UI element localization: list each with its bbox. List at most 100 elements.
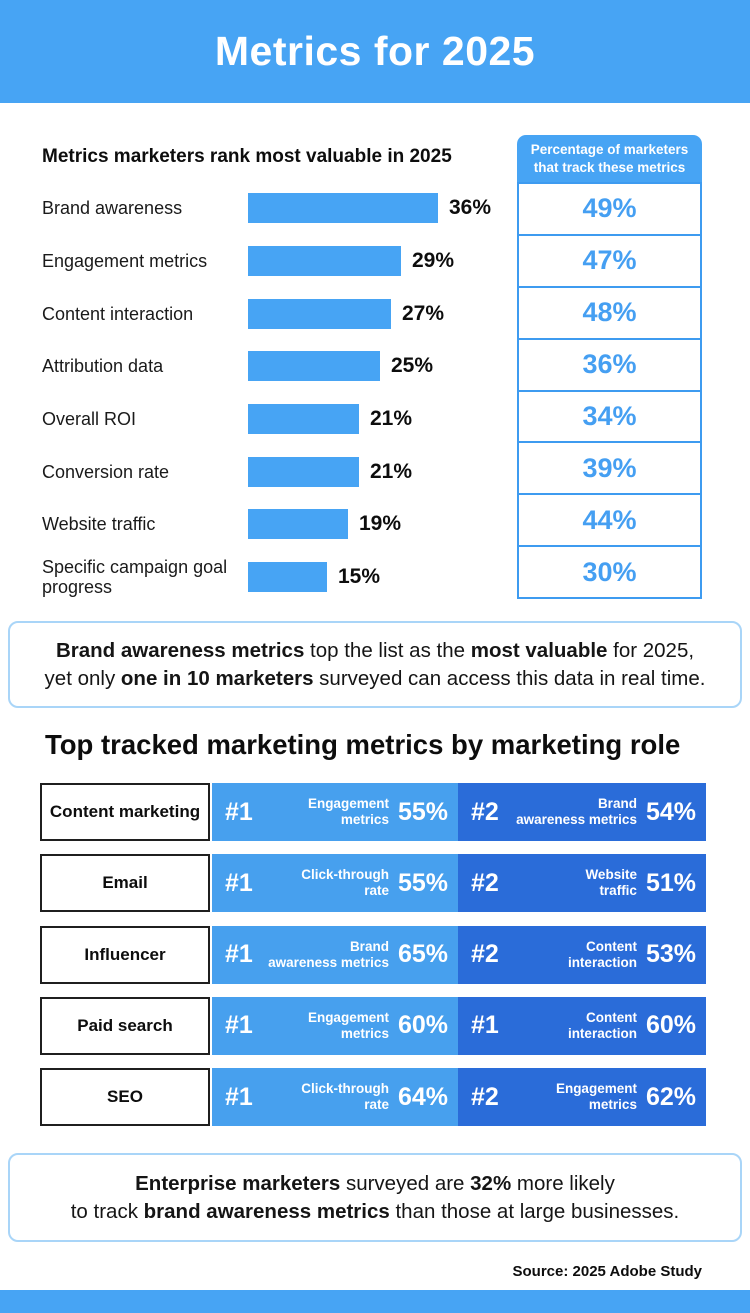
rank-badge: #1 [225,1011,253,1040]
bar-row: Conversion rate 21% [42,445,512,498]
callout-line: yet only one in 10 marketers surveyed ca… [45,665,706,692]
callout-text: yet only [44,666,121,690]
bar [248,562,327,593]
metric-name-line: metrics [340,812,389,827]
bar [248,193,438,224]
bar-row: Engagement metrics 29% [42,235,512,288]
second-metric-cell: #2 Brand awareness metrics 54% [458,783,706,841]
rank-badge: #1 [225,797,253,826]
role-label: SEO [40,1068,210,1127]
metric-percentage: 60% [645,1011,696,1040]
bar-category-label: Website traffic [42,514,156,535]
role-label: Influencer [40,925,210,984]
metric-name-line: Brand [349,938,389,954]
callout-bold-text: most valuable [470,639,608,663]
metric-name-line: traffic [599,883,637,899]
tracking-column-header: Percentage of marketers that track these… [517,135,702,182]
bar [248,298,391,329]
metric-name-line: rate [364,1097,389,1113]
header-banner: Metrics for 2025 [0,0,750,103]
callout-text: for 2025, [607,639,695,663]
second-metric-cell: #2 Website traffic 51% [458,854,706,913]
callout-bold-text: brand awareness metrics [143,1199,390,1223]
rank-badge: #1 [225,1082,253,1111]
metric-name-line: rate [364,883,389,899]
bar-category-label: Specific campaign goal progress [42,557,228,598]
bar [248,456,359,487]
bar-category-label: Attribution data [42,356,164,377]
callout-text: surveyed can access this data in real ti… [313,666,706,690]
tracking-percentage: 44% [519,493,700,545]
bar-chart-title: Metrics marketers rank most valuable in … [42,146,452,167]
metric-name-line: Brand [597,796,637,812]
footer-banner [0,1290,750,1313]
callout-bold-text: Brand awareness metrics [55,639,305,663]
top-metric-cell: #1 Engagement metrics 55% [212,783,458,841]
metric-percentage: 62% [645,1082,696,1111]
table-row: Paid search #1 Engagement metrics 60% #1 Conte… [40,996,706,1055]
metric-name-line: Content [585,1009,637,1025]
table-row: SEO #1 Click-through rate 64% #2 Engagement met… [40,1068,706,1127]
metric-name-line: metrics [340,1025,389,1041]
bar-row: Specific campaign goal progress 15% [42,551,512,604]
callout-bold-text: Enterprise marketers [135,1172,341,1196]
metric-name: Brand awareness metrics [253,939,389,971]
role-label: Paid search [40,996,210,1055]
role-label: Email [40,854,210,913]
metric-name: Engagement metrics [499,1081,637,1113]
metric-percentage: 54% [645,797,696,826]
metric-name-line: Click-through [301,867,389,883]
tracking-percentage: 49% [582,193,637,224]
metric-name-line: metrics [588,1097,637,1113]
tracking-percentage: 30% [519,545,700,597]
metric-percentage: 60% [397,1011,448,1040]
bar-value-label: 19% [359,512,402,536]
source-credit: Source: 2025 Adobe Study [512,1263,703,1280]
metric-percentage: 55% [397,868,448,897]
metric-name-line: Engagement [555,1081,637,1097]
callout-text: than those at large businesses. [389,1199,680,1223]
bar-value-label: 29% [412,249,455,273]
metric-name: Engagement metrics [253,1010,389,1042]
callout-bold-text: 32% [470,1172,512,1196]
tracking-column: Percentage of marketers that track these… [517,135,702,600]
tracking-percentage: 36% [519,337,700,390]
bar-row: Brand awareness 36% [42,182,512,235]
bar-value-label: 21% [370,407,413,431]
rank-badge: #2 [471,797,499,826]
metric-name-line: interaction [567,954,637,970]
rank-badge: #1 [471,1011,499,1040]
rank-badge: #1 [225,868,253,897]
metric-name-line: Click-through [301,1081,389,1097]
bar-row: Overall ROI 21% [42,393,512,446]
metric-name-line: awareness metrics [516,812,637,827]
page-title: Metrics for 2025 [214,28,536,74]
bar-value-label: 15% [338,565,381,589]
bar-row: Content interaction 27% [42,287,512,340]
metric-name-line: Website [585,867,637,883]
top-metric-cell: #1 Click-through rate 55% [212,854,458,913]
table-row: Content marketing #1 Engagement metrics 55% #… [40,783,706,841]
tracking-percentage: 34% [519,389,700,442]
metric-name-line: awareness metrics [268,954,389,970]
metric-percentage: 51% [645,868,696,897]
bar-value-label: 36% [449,196,492,220]
bar [248,351,380,382]
rank-badge: #1 [225,940,253,969]
callout-text: surveyed are [340,1172,471,1196]
bar-category-label: Engagement metrics [42,250,208,271]
bar-category-label: Overall ROI [42,409,137,430]
callout-line: Brand awareness metrics top the list as … [56,637,694,664]
metric-percentage: 55% [397,797,448,826]
bar [248,509,348,540]
metric-percentage: 53% [645,940,696,969]
metric-name: Click-through rate [253,867,389,899]
bar-row: Attribution data 25% [42,340,512,393]
metric-name-line: Engagement [307,796,389,812]
callout-line: to track brand awareness metrics than th… [71,1198,680,1225]
bar-value-label: 27% [402,301,445,325]
second-metric-cell: #1 Content interaction 60% [458,996,706,1055]
insight-callout-bottom: Enterprise marketers surveyed are 32% mo… [8,1153,742,1242]
second-metric-cell: #2 Content interaction 53% [458,925,706,984]
roles-table: Content marketing #1 Engagement metrics 55% #… [40,783,706,1139]
